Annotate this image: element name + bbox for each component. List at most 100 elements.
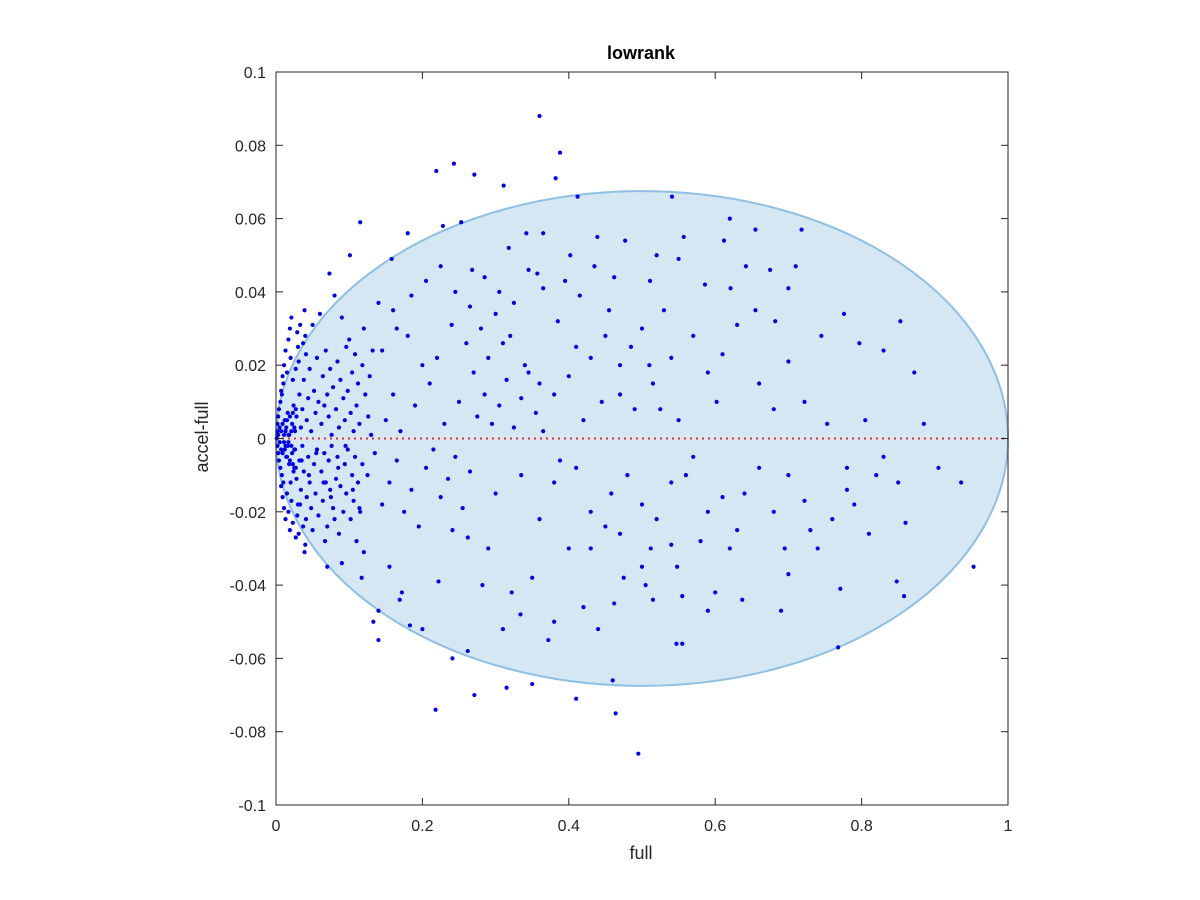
data-point <box>280 451 285 456</box>
data-point <box>621 575 626 580</box>
data-point <box>361 550 366 555</box>
data-point <box>628 344 634 349</box>
data-point <box>330 506 336 511</box>
data-point <box>363 392 368 397</box>
data-point <box>681 234 686 240</box>
data-point <box>279 447 284 452</box>
data-point <box>302 550 307 555</box>
data-point <box>643 583 648 588</box>
data-point <box>309 429 314 434</box>
data-point <box>286 432 291 437</box>
data-point <box>289 429 294 434</box>
data-point <box>530 681 535 687</box>
data-point <box>358 220 363 225</box>
data-point <box>524 231 529 236</box>
data-point <box>581 604 586 610</box>
data-point <box>283 348 288 353</box>
data-point <box>676 256 681 262</box>
data-point <box>467 469 473 474</box>
data-point <box>782 546 787 551</box>
data-point <box>281 440 287 445</box>
data-point <box>557 150 563 155</box>
data-point <box>450 656 455 661</box>
data-point <box>287 528 293 533</box>
data-point <box>412 403 418 408</box>
data-point <box>740 597 745 602</box>
data-point <box>470 267 475 273</box>
data-point <box>526 370 531 375</box>
data-point <box>508 333 513 338</box>
data-point <box>434 168 439 174</box>
y-tick-label: -0.02 <box>230 505 267 522</box>
data-point <box>467 304 473 309</box>
data-point <box>369 432 374 437</box>
data-point <box>742 491 747 496</box>
data-point <box>322 403 327 408</box>
data-point <box>283 517 288 522</box>
data-point <box>287 414 293 419</box>
data-points <box>274 113 976 756</box>
data-point <box>359 575 364 580</box>
data-point <box>328 495 333 500</box>
data-point <box>451 161 456 166</box>
data-point <box>802 399 807 404</box>
data-point <box>383 418 388 423</box>
data-point <box>650 597 656 602</box>
data-point <box>351 498 356 503</box>
data-point <box>316 399 321 404</box>
data-point <box>771 407 776 412</box>
data-point <box>612 601 617 606</box>
data-point <box>278 399 283 404</box>
y-tick-label: -0.08 <box>230 725 267 742</box>
data-point <box>438 264 443 269</box>
data-point <box>537 381 542 386</box>
x-tick-label: 0.2 <box>411 818 433 835</box>
data-point <box>680 593 685 599</box>
data-point <box>282 447 287 452</box>
data-point <box>352 352 358 357</box>
x-tick-label: 0 <box>272 818 281 835</box>
data-point <box>352 454 358 459</box>
data-point <box>290 451 295 456</box>
data-point <box>735 322 740 327</box>
data-point <box>316 513 321 518</box>
data-point <box>301 377 306 382</box>
data-point <box>380 348 385 353</box>
data-point <box>281 480 286 485</box>
y-tick-label: -0.1 <box>238 798 266 815</box>
data-point <box>786 286 791 291</box>
data-point <box>279 392 284 397</box>
data-point <box>669 355 674 360</box>
data-point <box>397 597 402 602</box>
data-point <box>303 352 309 357</box>
data-point <box>465 535 470 540</box>
data-point <box>276 414 281 419</box>
y-tick-label: 0.06 <box>235 212 266 229</box>
data-point <box>387 480 392 485</box>
data-point <box>326 414 331 419</box>
data-point <box>304 495 309 500</box>
data-point <box>344 491 349 496</box>
data-point <box>896 480 901 485</box>
data-point <box>808 528 813 533</box>
data-point <box>647 278 653 284</box>
data-point <box>857 341 862 346</box>
data-point <box>289 498 294 503</box>
data-point <box>881 348 886 353</box>
data-point <box>698 539 703 544</box>
data-point <box>705 509 710 514</box>
data-point <box>354 539 359 544</box>
data-point <box>786 572 791 577</box>
data-point <box>825 421 830 426</box>
data-point <box>380 502 385 507</box>
data-point <box>431 447 436 452</box>
data-point <box>290 421 295 426</box>
data-point <box>342 462 347 467</box>
data-point <box>276 432 281 437</box>
data-point <box>440 223 445 229</box>
data-point <box>290 462 295 467</box>
data-point <box>702 282 708 287</box>
data-point <box>320 498 325 503</box>
data-point <box>298 502 303 507</box>
data-point <box>284 418 290 423</box>
